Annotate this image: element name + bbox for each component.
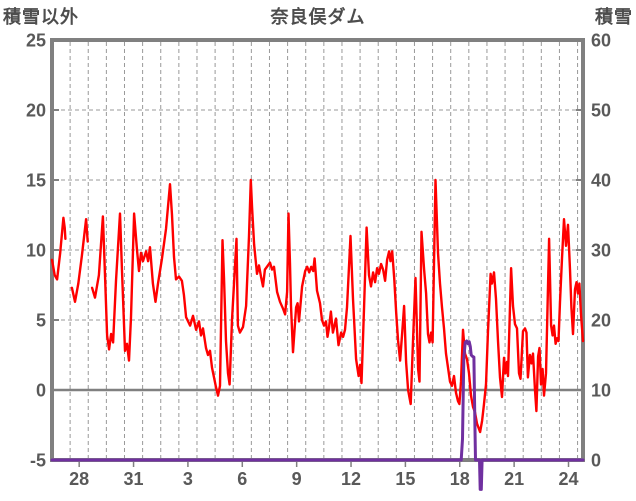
x-axis-tick-label: 3 bbox=[183, 469, 193, 489]
left-axis-tick-label: 5 bbox=[36, 311, 46, 331]
x-axis-tick-label: 24 bbox=[558, 469, 578, 489]
left-axis-tick-label: 15 bbox=[26, 171, 46, 191]
left-axis-title: 積雪以外 bbox=[3, 7, 79, 27]
red-series-line bbox=[70, 217, 89, 303]
left-axis-tick-label: 0 bbox=[36, 381, 46, 401]
right-axis-tick-label: 20 bbox=[591, 311, 611, 331]
x-axis-tick-label: 28 bbox=[69, 469, 89, 489]
right-axis-tick-label: 30 bbox=[591, 241, 611, 261]
right-axis-tick-label: 40 bbox=[591, 171, 611, 191]
left-axis-tick-label: 10 bbox=[26, 241, 46, 261]
left-axis-tick-label: 25 bbox=[26, 31, 46, 51]
chart-title: 奈良俣ダム bbox=[270, 7, 366, 27]
x-axis-tick-label: 6 bbox=[237, 469, 247, 489]
red-series-line bbox=[50, 216, 67, 281]
x-axis-tick-label: 31 bbox=[124, 469, 144, 489]
right-axis-tick-label: 10 bbox=[591, 381, 611, 401]
left-axis-tick-label: 20 bbox=[26, 101, 46, 121]
x-axis-tick-label: 12 bbox=[341, 469, 361, 489]
right-axis-tick-label: 0 bbox=[591, 451, 601, 471]
x-axis-tick-label: 18 bbox=[450, 469, 470, 489]
red-series-line bbox=[90, 178, 585, 434]
x-axis-tick-label: 9 bbox=[292, 469, 302, 489]
x-axis-tick-label: 21 bbox=[504, 469, 524, 489]
left-axis-tick-label: -5 bbox=[30, 451, 46, 471]
x-axis-tick-label: 15 bbox=[395, 469, 415, 489]
right-axis-tick-label: 60 bbox=[591, 31, 611, 51]
right-axis-title: 積雪 bbox=[595, 7, 633, 27]
right-axis-tick-label: 50 bbox=[591, 101, 611, 121]
purple-series-line bbox=[50, 339, 585, 491]
